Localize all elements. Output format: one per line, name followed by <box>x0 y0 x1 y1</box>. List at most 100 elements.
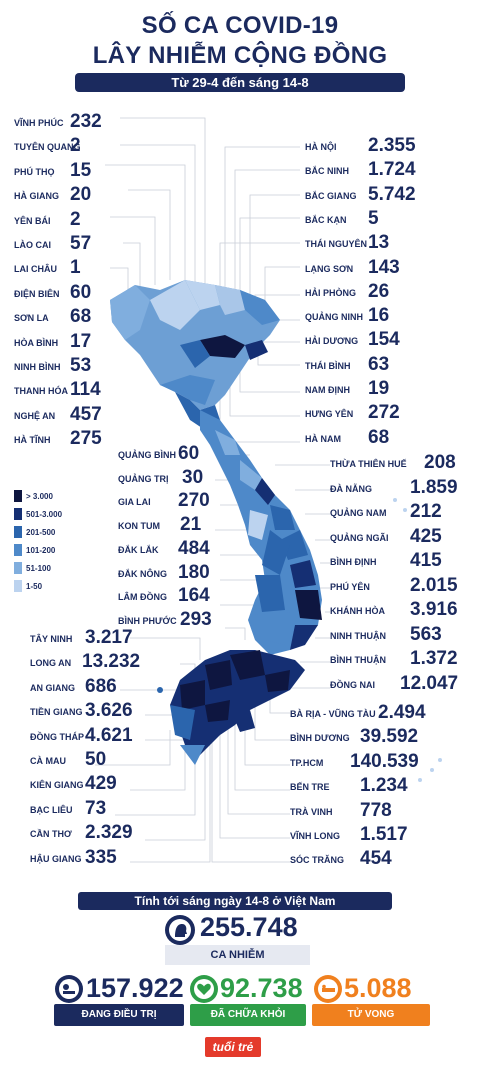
province-name: LAI CHÂU <box>14 264 57 275</box>
province-name: VĨNH LONG <box>290 831 341 841</box>
province-name: ĐÀ NẴNG <box>330 483 372 494</box>
province-name: NAM ĐỊNH <box>305 385 350 395</box>
province-name: QUẢNG NGÃI <box>330 532 389 543</box>
province-cases: 3.916 <box>410 599 458 620</box>
treating-value: 157.922 <box>86 973 184 1003</box>
province-cases: 1.724 <box>368 159 416 181</box>
province-row: NINH BÌNH <box>14 356 61 378</box>
province-row: TÂY NINH <box>30 628 72 650</box>
brand-logo: tuổi trẻ <box>205 1037 261 1057</box>
province-name: TRÀ VINH <box>290 806 333 817</box>
province-name: BẾN TRE <box>290 782 330 793</box>
province-cases: 415 <box>410 550 442 571</box>
province-row: GIA LAI <box>118 491 151 513</box>
province-row: HÀ NAM <box>305 428 341 450</box>
province-row: KON TUM <box>118 515 160 537</box>
deaths-label: TỬ VONG <box>312 1004 430 1026</box>
province-cases: 1.517 <box>360 824 408 845</box>
province-row: QUẢNG BÌNH <box>118 444 176 466</box>
province-row: BẮC GIANG <box>305 185 357 207</box>
legend-label: > 3.000 <box>26 491 53 501</box>
recovered-label: ĐÃ CHỮA KHỎI <box>190 1004 306 1026</box>
province-name: SƠN LA <box>14 313 49 324</box>
province-cases: 484 <box>178 537 210 559</box>
province-cases: 26 <box>368 280 390 302</box>
province-cases: 164 <box>178 585 210 607</box>
province-row: ĐÀ NẴNG <box>330 478 372 500</box>
province-row: HẬU GIANG <box>30 848 82 870</box>
province-cases: 143 <box>368 256 400 278</box>
province-name: NINH THUẬN <box>330 630 386 641</box>
province-cases: 60 <box>178 443 200 464</box>
province-name: BẮC GIANG <box>305 190 357 201</box>
patient-icon <box>55 975 83 1003</box>
province-name: CẦN THƠ <box>30 829 72 840</box>
province-cases: 454 <box>360 848 392 870</box>
province-name: TIỀN GIANG <box>30 707 83 718</box>
province-row: PHÚ YÊN <box>330 576 370 598</box>
province-cases: 1.372 <box>410 648 458 669</box>
province-row: HÀ TĨNH <box>14 429 51 451</box>
province-name: LÂM ĐỒNG <box>118 592 167 603</box>
province-cases: 457 <box>70 403 102 425</box>
province-name: CÀ MAU <box>30 756 66 766</box>
province-name: SÓC TRĂNG <box>290 855 344 866</box>
province-row: THANH HÓA <box>14 380 68 402</box>
province-cases: 293 <box>180 608 212 630</box>
province-row: THÁI BÌNH <box>305 355 351 377</box>
province-cases: 3.217 <box>85 627 133 648</box>
province-name: ĐẮK LẮK <box>118 544 159 555</box>
province-cases: 17 <box>70 330 92 352</box>
province-name: HÒA BÌNH <box>14 337 59 348</box>
province-cases: 563 <box>410 623 442 645</box>
province-row: HƯNG YÊN <box>305 403 353 425</box>
province-cases: 73 <box>85 797 107 819</box>
deaths-value: 5.088 <box>344 973 412 1003</box>
province-name: QUẢNG NINH <box>305 312 363 323</box>
province-row: ĐIỆN BIÊN <box>14 283 60 305</box>
legend-label: 201-500 <box>26 527 56 537</box>
province-cases: 212 <box>410 501 442 522</box>
province-cases: 425 <box>410 525 442 547</box>
province-cases: 4.621 <box>85 724 133 746</box>
province-row: BẠC LIÊU <box>30 799 73 821</box>
province-row: HÀ GIANG <box>14 185 59 207</box>
province-row: LẠNG SƠN <box>305 258 353 280</box>
province-row: SƠN LA <box>14 307 49 329</box>
province-name: NGHỆ AN <box>14 410 56 421</box>
province-cases: 154 <box>368 329 400 351</box>
province-cases: 232 <box>70 111 102 132</box>
province-row: BÌNH ĐỊNH <box>330 551 377 573</box>
province-cases: 21 <box>180 514 202 536</box>
province-row: TP.HCM <box>290 752 323 774</box>
province-name: PHÚ THỌ <box>14 166 55 177</box>
province-row: HẢI DƯƠNG <box>305 330 358 352</box>
date-range-banner: Từ 29-4 đến sáng 14-8 <box>75 73 405 92</box>
province-cases: 208 <box>424 452 456 473</box>
province-name: BÀ RỊA - VŨNG TÀU <box>290 709 376 719</box>
province-cases: 50 <box>85 749 107 770</box>
province-row: QUẢNG NINH <box>305 306 363 328</box>
province-cases: 30 <box>182 466 204 488</box>
province-name: LONG AN <box>30 658 72 669</box>
province-cases: 140.539 <box>350 750 419 772</box>
province-name: BẮC NINH <box>305 166 349 177</box>
province-name: ĐẮK NÔNG <box>118 568 167 579</box>
province-cases: 2 <box>70 135 81 157</box>
province-cases: 5.742 <box>368 183 416 205</box>
province-row: BẮC KẠN <box>305 209 347 231</box>
province-name: PHÚ YÊN <box>330 581 370 592</box>
province-cases: 1.234 <box>360 775 408 797</box>
province-row: AN GIANG <box>30 677 75 699</box>
province-row: QUẢNG NAM <box>330 502 387 524</box>
legend-label: 501-3.000 <box>26 509 63 519</box>
legend-item: 1-50 <box>14 580 42 592</box>
legend-item: 201-500 <box>14 526 55 538</box>
province-name: NINH BÌNH <box>14 362 61 372</box>
province-cases: 272 <box>368 402 400 424</box>
province-row: THỪA THIÊN HUẾ <box>330 453 407 475</box>
province-row: TIỀN GIANG <box>30 701 83 723</box>
totals-heading: Tính tới sáng ngày 14-8 ở Việt Nam <box>78 892 392 910</box>
province-cases: 180 <box>178 561 210 583</box>
province-cases: 39.592 <box>360 726 419 748</box>
